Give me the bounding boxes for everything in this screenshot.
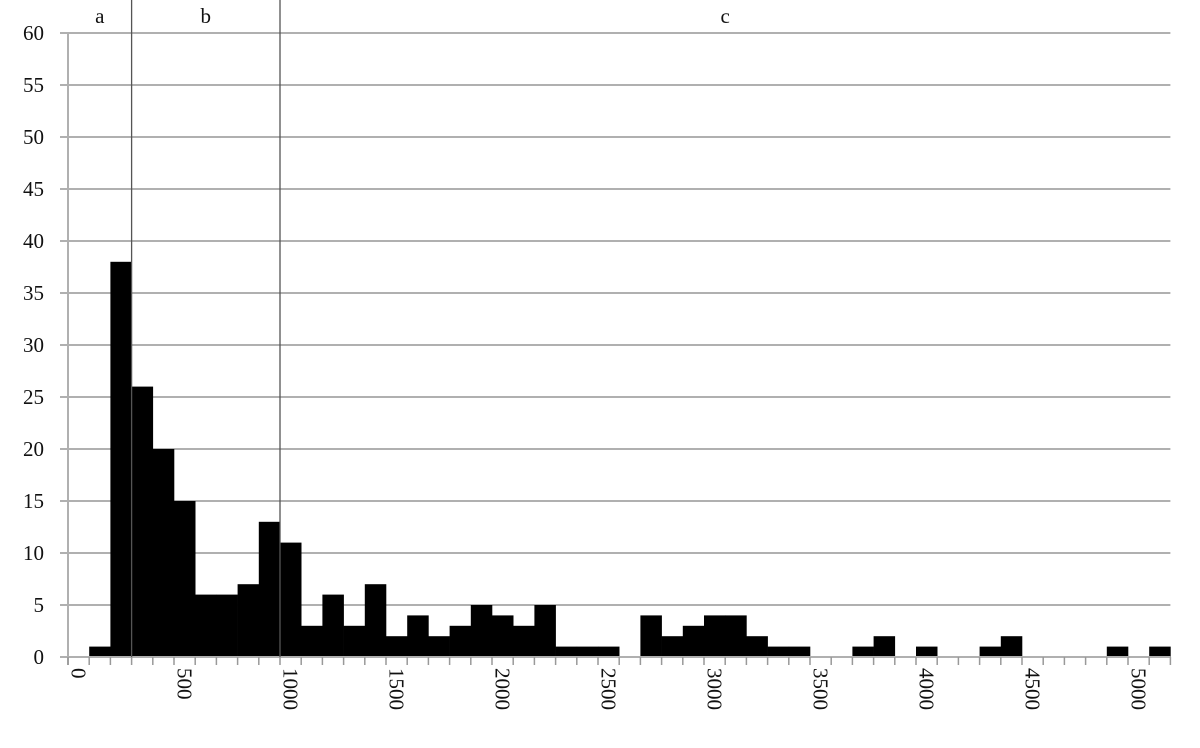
y-tick-label: 55 (23, 73, 44, 97)
histogram-bar (195, 594, 217, 657)
histogram-bar (492, 615, 514, 657)
x-tick-label: 1000 (279, 668, 303, 710)
x-tick-label: 5000 (1127, 668, 1151, 710)
x-tick-label: 2500 (597, 668, 621, 710)
x-tick-label: 3000 (703, 668, 727, 710)
y-tick-label: 20 (23, 437, 44, 461)
histogram-bar (873, 636, 896, 657)
histogram-bar (258, 521, 281, 657)
histogram-bar (343, 625, 366, 657)
histogram-bar (555, 646, 578, 657)
x-tick-label: 1500 (385, 668, 409, 710)
y-tick-label: 10 (23, 541, 44, 565)
y-tick-label: 45 (23, 177, 44, 201)
histogram-bar (280, 542, 302, 657)
histogram-bar (1106, 646, 1129, 657)
histogram-bar (174, 501, 196, 657)
x-tick-label: 500 (173, 668, 197, 700)
histogram-bar (598, 646, 620, 657)
histogram-bar (661, 636, 684, 657)
histogram-bar (89, 646, 111, 657)
histogram-bar (237, 584, 260, 657)
histogram-bar (640, 615, 662, 657)
histogram-bar (470, 605, 493, 657)
y-tick-label: 5 (34, 593, 45, 617)
region-label: b (201, 4, 212, 28)
histogram-bar (682, 625, 705, 657)
region-label: c (721, 4, 730, 28)
axes (60, 32, 1172, 665)
x-tick-label: 4500 (1021, 668, 1045, 710)
x-tick-labels: 0 500 1000 1500 2000 2500 3000 3500 4000 4500 5000 (67, 668, 1151, 710)
histogram-bar (916, 646, 938, 657)
histogram-bar (1000, 636, 1023, 657)
histogram-bar (407, 615, 429, 657)
histogram-bar (428, 636, 450, 657)
y-tick-label: 40 (23, 229, 44, 253)
x-tick-label: 4000 (915, 668, 939, 710)
region-dividers: a b c (95, 0, 730, 657)
histogram-bar (364, 584, 387, 657)
histogram-bar (704, 615, 726, 657)
histogram-bar (576, 646, 599, 657)
histogram-bar (110, 261, 132, 657)
histogram-bar (852, 646, 874, 657)
x-tick-label: 2000 (491, 668, 515, 710)
histogram-bar (746, 636, 768, 657)
region-label: a (95, 4, 105, 28)
bars (89, 261, 1171, 657)
y-tick-label: 35 (23, 281, 44, 305)
histogram-bar (216, 594, 238, 657)
histogram-bar (386, 636, 408, 657)
histogram-bar (534, 605, 556, 657)
gridlines (68, 32, 1171, 606)
y-tick-labels: 0 5 10 15 20 25 30 35 40 45 50 55 60 (23, 21, 44, 669)
y-tick-label: 50 (23, 125, 44, 149)
y-tick-label: 30 (23, 333, 44, 357)
histogram-bar (131, 386, 154, 657)
histogram-bar (767, 646, 790, 657)
y-tick-label: 15 (23, 489, 44, 513)
y-tick-label: 25 (23, 385, 44, 409)
histogram-bar (322, 594, 344, 657)
x-tick-label: 3500 (809, 668, 833, 710)
histogram-bar (513, 625, 535, 657)
histogram-bar (788, 646, 811, 657)
histogram-bar (979, 646, 1002, 657)
x-tick-label: 0 (67, 668, 91, 679)
y-tick-label: 60 (23, 21, 44, 45)
histogram-bar (449, 625, 472, 657)
histogram-bar (1149, 646, 1171, 657)
histogram-bar (152, 449, 175, 657)
histogram-bar (725, 615, 747, 657)
y-tick-label: 0 (34, 645, 45, 669)
histogram-bar (301, 625, 323, 657)
